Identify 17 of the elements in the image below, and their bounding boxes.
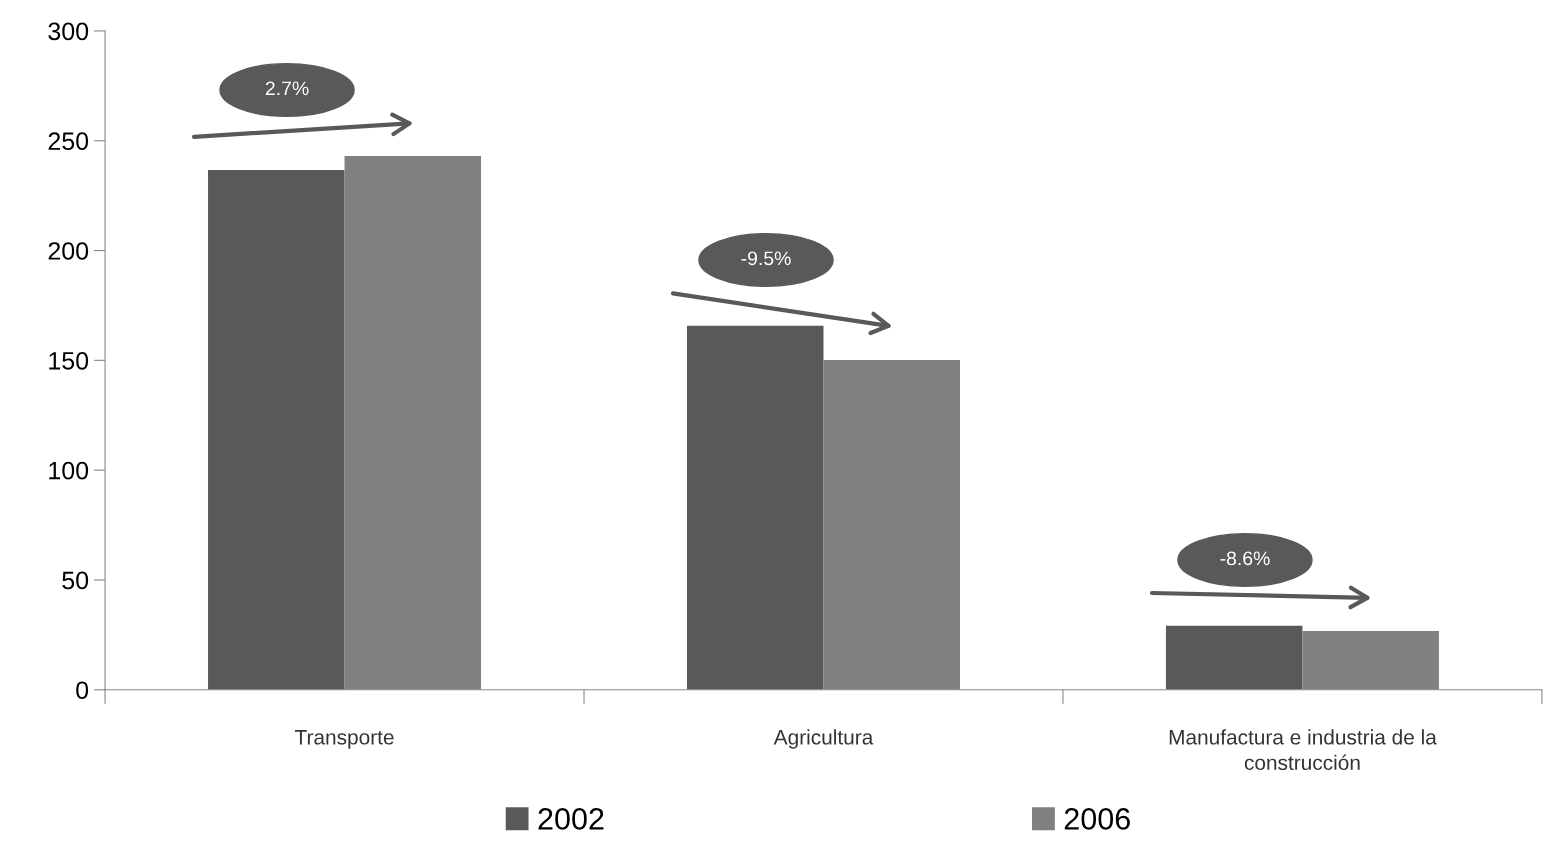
- annotation: -9.5%: [741, 251, 791, 266]
- y-tick-label: 200: [48, 242, 89, 260]
- x-tick-label: Agricultura: [773, 729, 874, 749]
- y-tick-label: 250: [48, 132, 89, 151]
- x-tick-label: Manufactura e industria de la construcción: [1169, 729, 1437, 771]
- bar: [1165, 625, 1303, 690]
- annotation: 2.7%: [265, 81, 309, 96]
- y-tick-label: 100: [49, 461, 89, 480]
- y-tick-label: 0: [76, 681, 89, 700]
- y-tick-label: 300: [48, 22, 89, 41]
- x-tick-label: Transporte: [295, 730, 394, 749]
- y-tick-label: 50: [62, 571, 89, 590]
- bar: [208, 169, 345, 690]
- annotation: -8.6%: [1220, 551, 1270, 566]
- legend-label: 2002: [538, 808, 604, 830]
- legend-label: 2006: [1064, 808, 1130, 830]
- y-tick-label: 150: [49, 351, 89, 370]
